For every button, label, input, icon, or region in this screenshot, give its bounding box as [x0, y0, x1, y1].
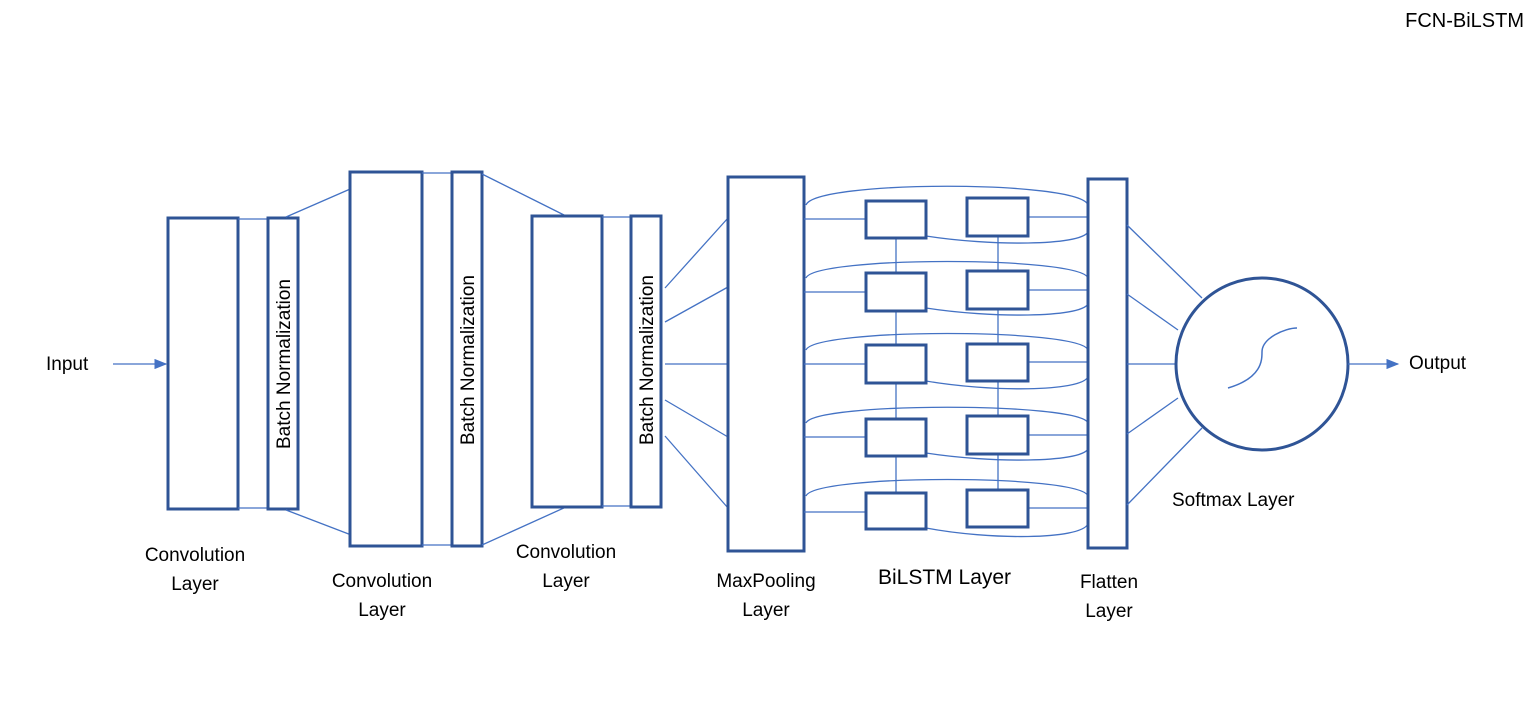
conv2-label: Convolution Layer — [331, 571, 433, 621]
batch-norm-2-box — [450, 170, 484, 548]
lstm-cell — [864, 199, 928, 240]
bilstm-backward-cells — [965, 196, 1030, 529]
lstm-cell — [864, 491, 928, 531]
lstm-cell — [864, 417, 928, 458]
conv3-box — [530, 214, 604, 509]
maxpool-box — [726, 175, 806, 553]
lstm-cell — [864, 343, 928, 385]
batch-norm-1-label: Batch Normalization — [274, 279, 295, 449]
conv2-box — [348, 170, 424, 548]
lstm-cell — [864, 271, 928, 313]
batch-norm-3-label: Batch Normalization — [637, 275, 658, 445]
flatten-label: Flatten Layer — [1079, 572, 1139, 622]
bilstm-forward-cells — [864, 199, 928, 531]
bilstm-connections — [804, 185, 1089, 538]
lstm-cell — [965, 269, 1030, 311]
batch-norm-3-box — [629, 214, 663, 509]
conv1-label: Convolution Layer — [144, 545, 246, 595]
conv1-box — [166, 216, 240, 511]
batch-norm-2-label: Batch Normalization — [458, 275, 479, 445]
lstm-cell — [965, 196, 1030, 238]
output-label: Output — [1409, 353, 1467, 374]
flatten-box — [1086, 177, 1129, 550]
softmax-node — [1174, 276, 1350, 452]
batch-norm-1-box — [266, 216, 300, 511]
lstm-cell — [965, 414, 1030, 456]
input-label: Input — [46, 354, 89, 375]
lstm-cell — [965, 488, 1030, 529]
maxpool-label: MaxPooling Layer — [716, 571, 816, 621]
lstm-cell — [965, 342, 1030, 383]
softmax-label: Softmax Layer — [1172, 490, 1295, 511]
sigmoid-icon — [1227, 327, 1298, 389]
bilstm-label: BiLSTM Layer — [878, 566, 1012, 589]
diagram-title: FCN-BiLSTM — [1405, 10, 1524, 32]
conv3-label: Convolution Layer — [515, 542, 617, 592]
